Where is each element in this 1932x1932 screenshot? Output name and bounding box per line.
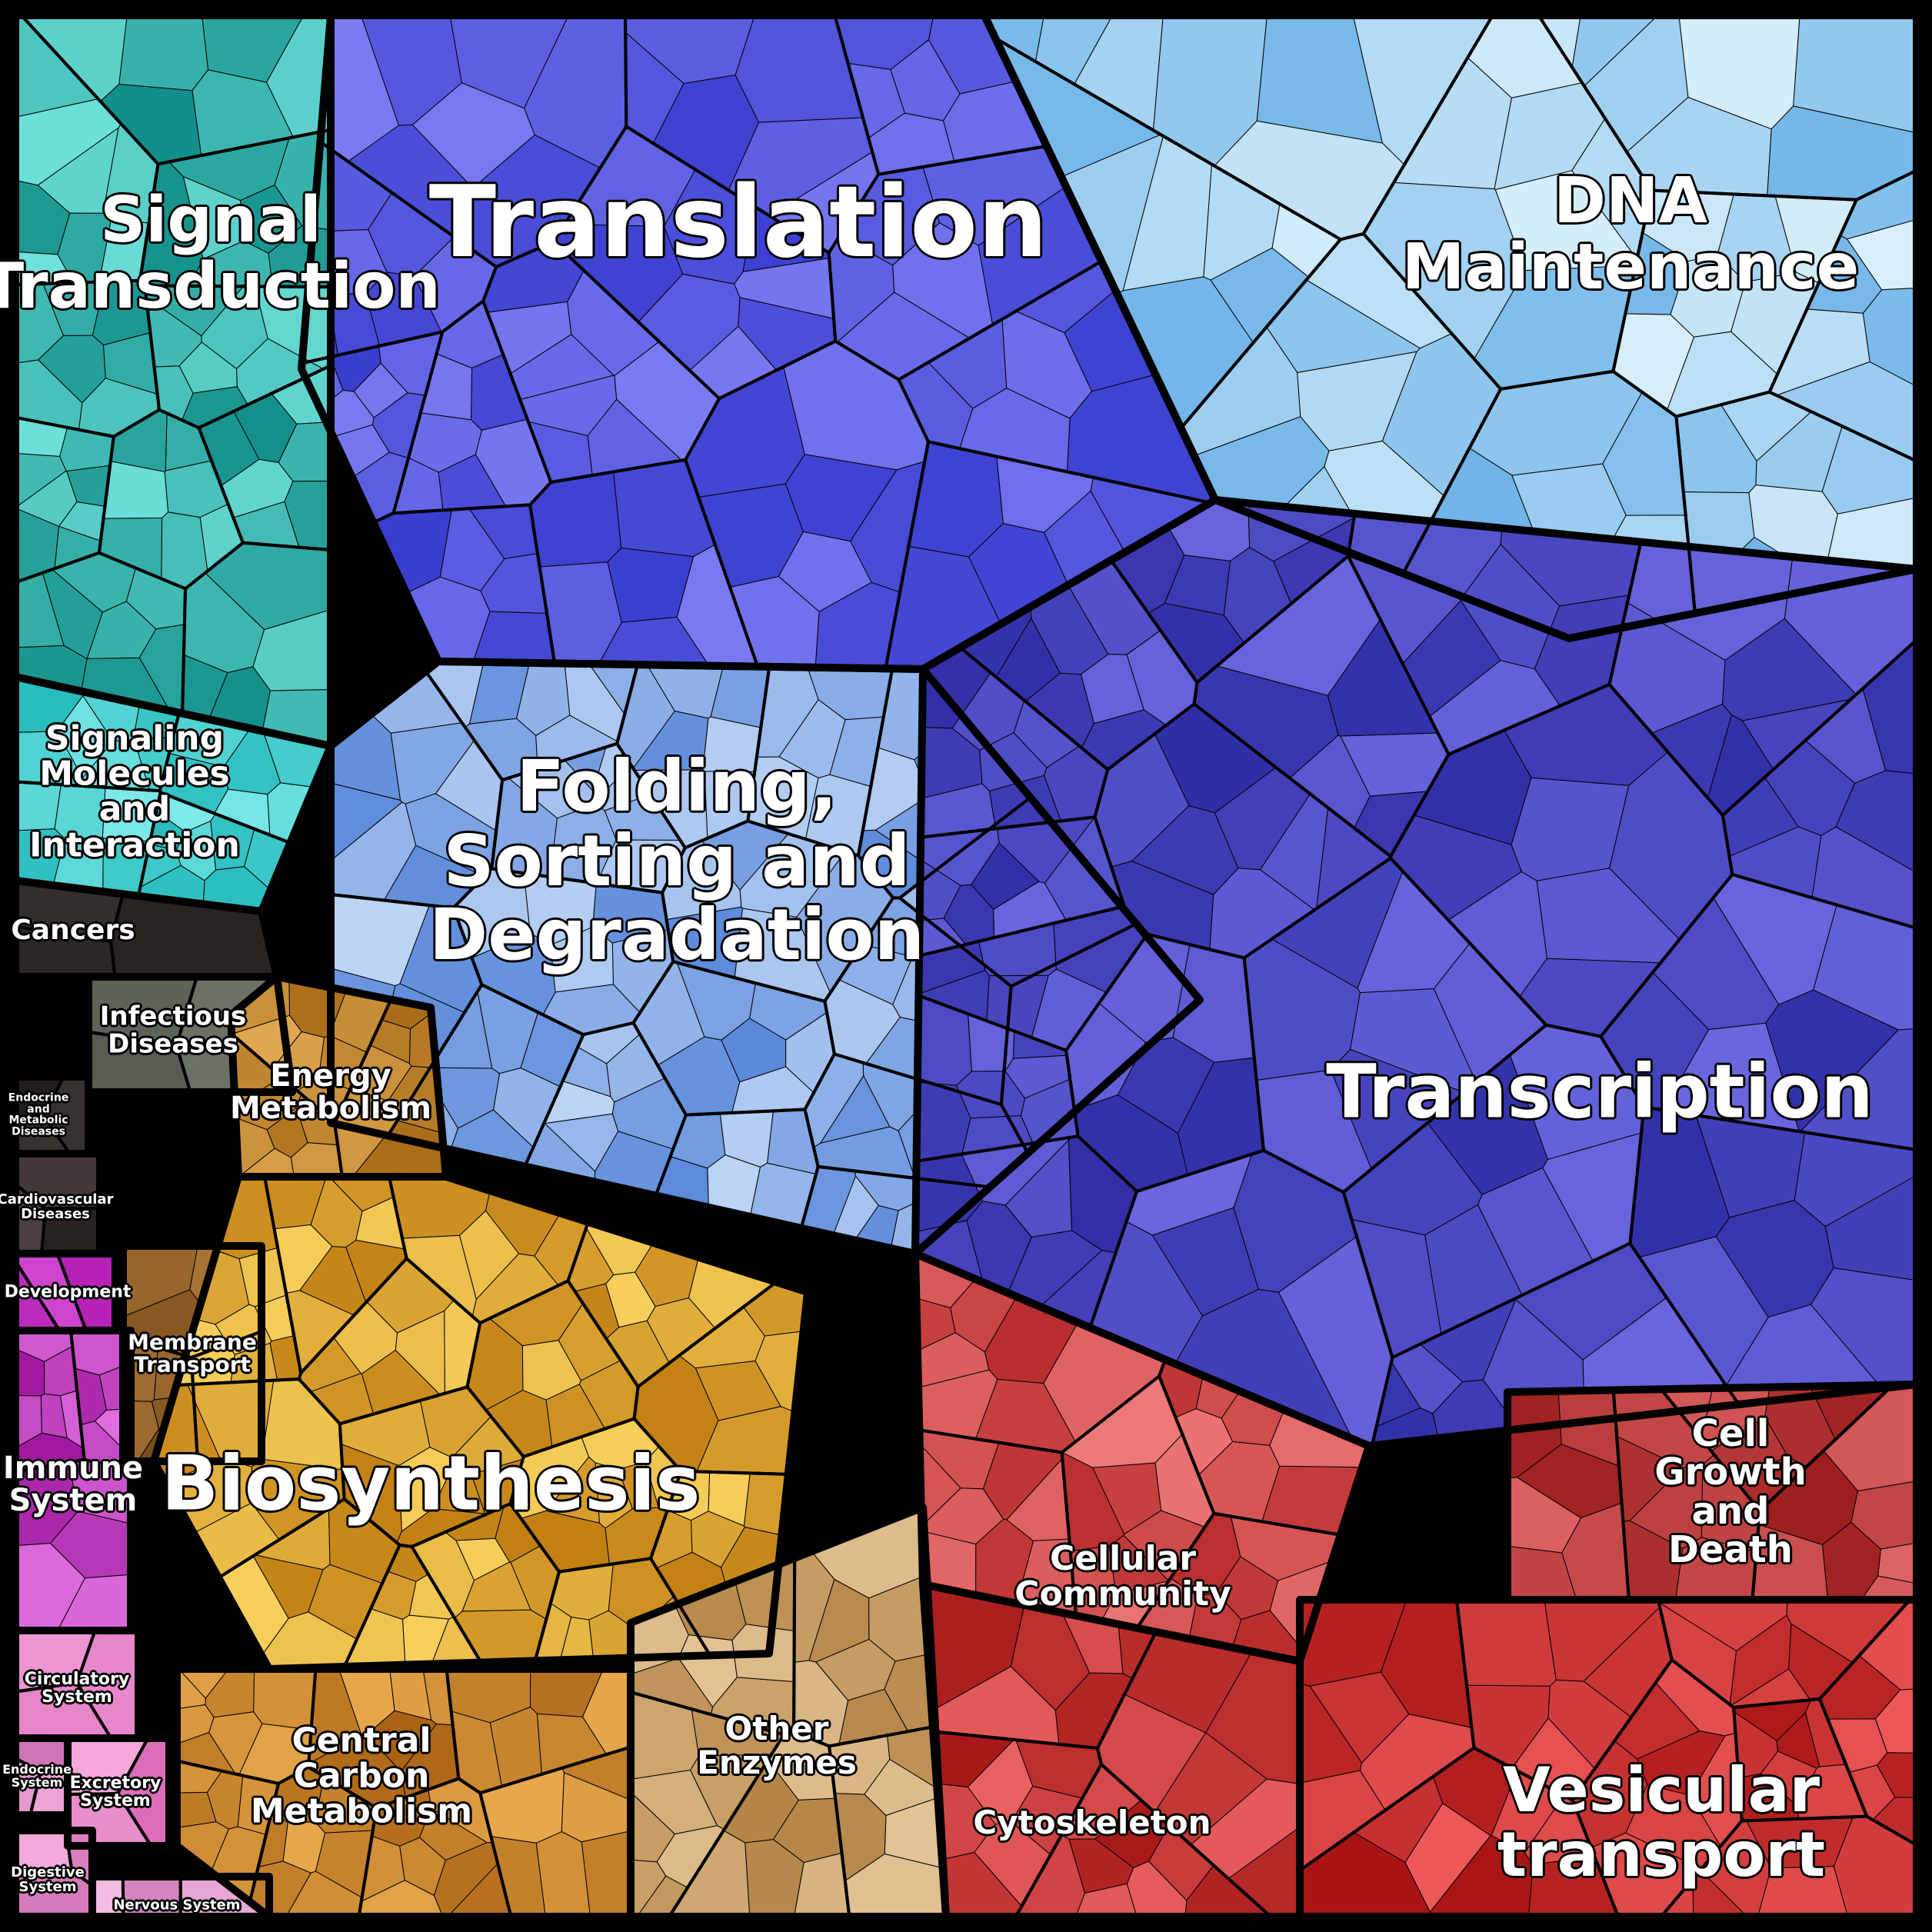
- voronoi-subcell: [119, 15, 208, 91]
- voronoi-subcell: [536, 1832, 590, 1917]
- voronoi-subcell: [42, 1208, 100, 1254]
- voronoi-subcell: [92, 1877, 123, 1917]
- voronoi-subcell: [123, 1877, 181, 1917]
- voronoi-subcell: [1758, 1867, 1848, 1917]
- voronoi-subcell: [55, 784, 105, 838]
- voronoi-subcell: [15, 782, 61, 831]
- voronoi-subcell: [15, 1830, 72, 1870]
- voronoi-subcell: [254, 1669, 316, 1730]
- voronoi-svg: [0, 0, 1932, 1932]
- voronoi-treemap: TranslationDNA MaintenanceSignal Transdu…: [0, 0, 1932, 1932]
- voronoi-subcell: [1457, 1600, 1556, 1686]
